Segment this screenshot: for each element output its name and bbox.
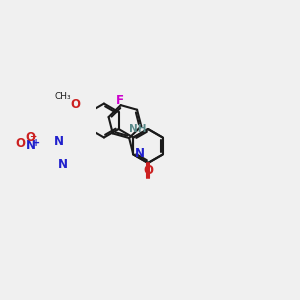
Text: N: N [58,158,68,170]
Text: NH: NH [129,124,147,134]
Text: N: N [54,135,64,148]
Text: N: N [26,139,36,152]
Text: +: + [32,138,40,148]
Text: O: O [71,98,81,111]
Text: O: O [15,137,25,150]
Text: N: N [134,147,145,160]
Text: F: F [116,94,124,107]
Text: ⁻: ⁻ [29,132,37,146]
Text: CH₃: CH₃ [54,92,70,101]
Text: O: O [143,164,153,177]
Text: O: O [25,130,35,144]
